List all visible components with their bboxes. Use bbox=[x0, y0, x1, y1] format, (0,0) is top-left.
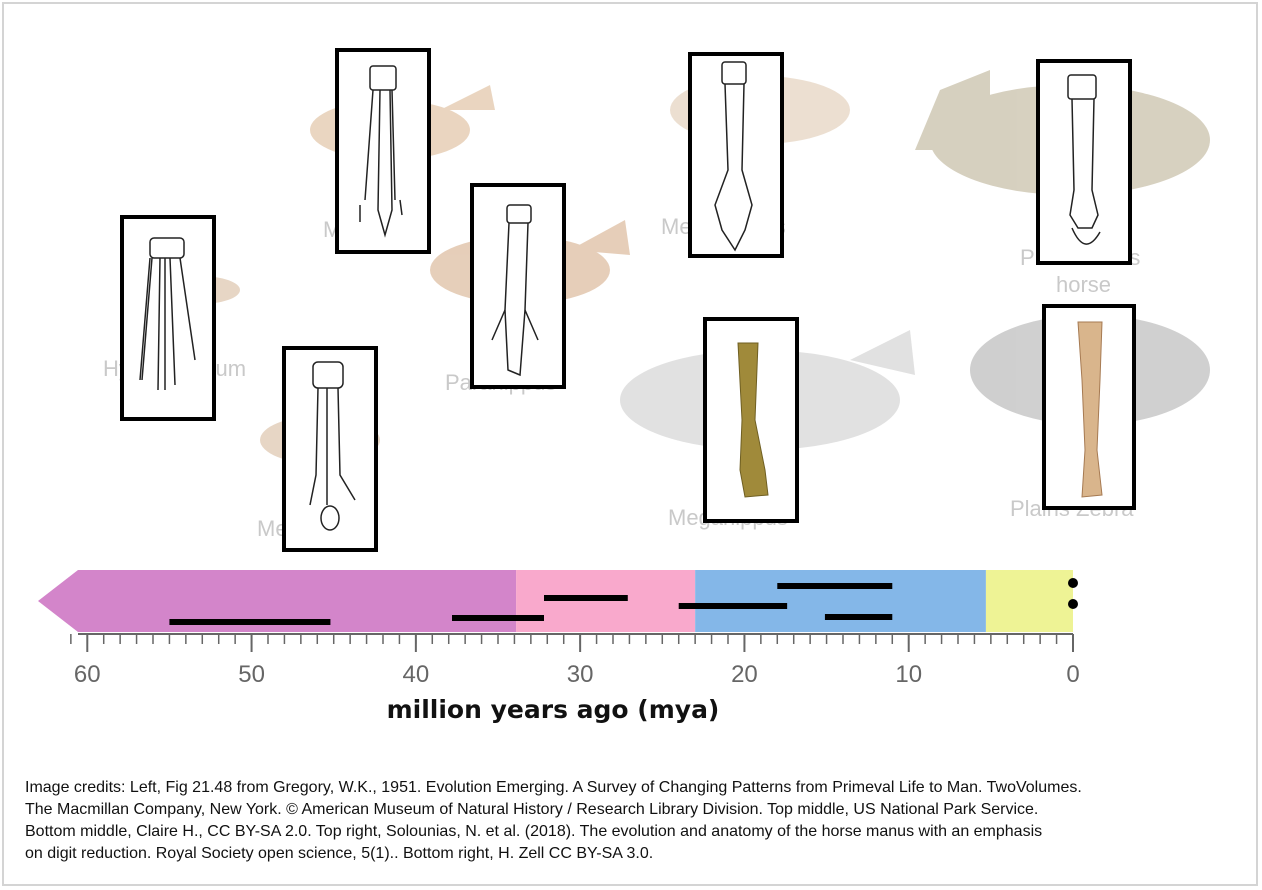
x-tick-label: 50 bbox=[238, 661, 265, 688]
timeline: 60 50 40 30 20 10 0 bbox=[38, 570, 1080, 688]
bone-box bbox=[470, 183, 566, 389]
x-tick-label: 40 bbox=[403, 661, 430, 688]
x-tick-label: 60 bbox=[74, 661, 101, 688]
x-tick-label: 30 bbox=[567, 661, 594, 688]
epoch-band bbox=[38, 570, 517, 632]
credit-line: on digit reduction. Royal Society open s… bbox=[25, 845, 653, 862]
axis-label: million years ago (mya) bbox=[387, 695, 720, 724]
epoch-band bbox=[695, 570, 986, 632]
bone-box bbox=[703, 317, 799, 523]
credit-line: Bottom middle, Claire H., CC BY-SA 2.0. … bbox=[25, 823, 1042, 840]
x-tick-label: 10 bbox=[895, 661, 922, 688]
bone-box bbox=[688, 52, 784, 258]
range-dot bbox=[1068, 599, 1078, 609]
bone-box bbox=[1036, 59, 1132, 265]
range-bar bbox=[678, 603, 788, 609]
credit-line: The Macmillan Company, New York. © Ameri… bbox=[25, 801, 1038, 818]
range-bar bbox=[824, 614, 893, 620]
x-tick-label: 0 bbox=[1066, 661, 1079, 688]
bone-box bbox=[282, 346, 378, 552]
range-bar bbox=[452, 615, 544, 621]
bone-box bbox=[120, 215, 216, 421]
range-bar bbox=[777, 583, 893, 589]
range-bar bbox=[169, 619, 331, 625]
range-dot bbox=[1068, 578, 1078, 588]
credit-line: Image credits: Left, Fig 21.48 from Greg… bbox=[25, 779, 1082, 796]
species-label: horse bbox=[1056, 272, 1111, 297]
bone-box bbox=[1042, 304, 1136, 510]
range-bar bbox=[544, 595, 628, 601]
epoch-band bbox=[985, 570, 1073, 632]
x-tick-label: 20 bbox=[731, 661, 758, 688]
bone-box bbox=[335, 48, 431, 254]
